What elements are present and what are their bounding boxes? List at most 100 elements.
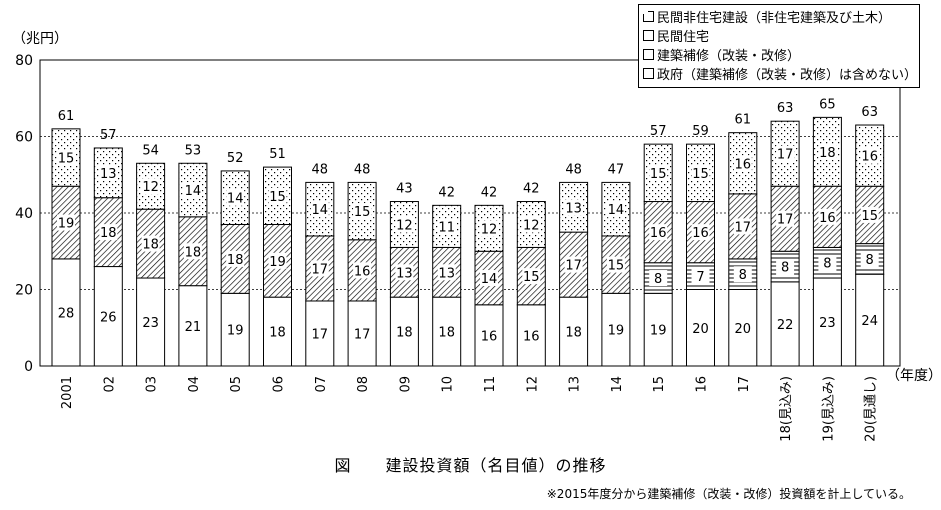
data-label-background — [437, 323, 456, 340]
data-label: 19 — [608, 324, 625, 339]
data-label-background — [268, 187, 287, 204]
data-label-background — [437, 264, 456, 281]
data-label-background — [226, 189, 245, 206]
data-label-background — [522, 216, 541, 233]
x-tick-label: 03 — [145, 376, 160, 393]
data-label: 17 — [312, 327, 329, 342]
data-label-background — [395, 264, 414, 281]
data-label: 19 — [58, 217, 75, 232]
data-label: 15 — [354, 205, 371, 220]
total-label: 57 — [100, 128, 117, 143]
x-tick-label: 16 — [695, 376, 710, 393]
data-label: 12 — [523, 218, 540, 233]
bar-segment — [516, 201, 546, 248]
bar-segment — [263, 166, 292, 225]
data-label-background — [310, 325, 329, 342]
data-label-background — [395, 216, 414, 233]
data-label-background — [564, 199, 583, 216]
x-tick-label: 08 — [356, 376, 371, 393]
data-label-background — [183, 243, 202, 260]
data-label-background — [141, 314, 160, 331]
x-tick-label: 13 — [568, 376, 583, 393]
y-tick-label: 20 — [15, 283, 33, 299]
total-label: 42 — [481, 185, 498, 200]
data-label-background — [776, 145, 795, 162]
data-label-background — [860, 250, 879, 267]
data-label: 17 — [777, 148, 794, 163]
data-label-background — [480, 327, 498, 344]
data-label: 8 — [654, 272, 662, 287]
data-label: 12 — [396, 218, 413, 233]
data-label-background — [691, 268, 710, 285]
data-label-background — [57, 214, 75, 231]
data-label: 18 — [100, 226, 117, 241]
total-label: 47 — [608, 162, 625, 177]
total-label: 51 — [269, 147, 286, 162]
data-label-background — [310, 201, 329, 218]
y-tick-label: 60 — [15, 130, 33, 146]
x-tick-label: 04 — [187, 376, 202, 393]
y-tick-label: 80 — [15, 53, 33, 69]
data-label-background — [395, 323, 414, 340]
data-label-background — [776, 258, 795, 275]
data-label-background — [564, 323, 583, 340]
x-tick-label: 02 — [102, 376, 117, 393]
data-label: 22 — [777, 318, 794, 333]
data-label-background — [733, 155, 752, 172]
legend-item-building-repair: 建築補修（改装・改修） — [639, 5, 915, 64]
legend-item-private-housing: 民間住宅 — [639, 5, 915, 45]
legend-label: 建築補修（改装・改修） — [657, 49, 801, 64]
data-label: 15 — [58, 152, 75, 167]
x-tick-label: 15 — [652, 376, 667, 393]
x-tick-label: 11 — [483, 376, 498, 393]
data-label: 21 — [185, 320, 202, 335]
data-label: 18 — [185, 245, 202, 260]
data-label-background — [691, 224, 710, 241]
data-label: 24 — [861, 314, 878, 329]
data-label-background — [141, 235, 160, 252]
data-label-background — [860, 312, 879, 329]
data-label: 18 — [819, 146, 836, 161]
data-label: 18 — [142, 238, 159, 253]
data-label-background — [606, 256, 625, 273]
data-label: 16 — [735, 157, 752, 172]
data-label-background — [480, 220, 498, 237]
data-label-background — [776, 210, 795, 227]
x-tick-label: 10 — [441, 376, 456, 393]
legend-swatch-hlines — [639, 5, 654, 60]
data-label-background — [606, 321, 625, 338]
data-label-background — [99, 308, 118, 325]
x-tick-label: 05 — [229, 376, 244, 393]
data-label: 16 — [819, 211, 836, 226]
data-label-background — [310, 260, 329, 277]
total-label: 42 — [523, 182, 540, 197]
data-label: 12 — [481, 222, 498, 237]
data-label: 20 — [735, 322, 752, 337]
total-label: 59 — [692, 124, 709, 139]
data-label-background — [860, 147, 879, 164]
data-label: 12 — [142, 180, 159, 195]
data-label: 8 — [739, 268, 747, 283]
total-label: 48 — [565, 162, 582, 177]
legend-label: 民間非住宅建設（非住宅建築及び土木） — [657, 11, 892, 26]
data-label-background — [691, 164, 710, 181]
x-axis-unit-label: （年度） — [886, 368, 941, 384]
data-label: 19 — [227, 324, 244, 339]
total-label: 54 — [142, 143, 159, 158]
data-label: 26 — [100, 310, 117, 325]
data-label: 18 — [438, 326, 455, 341]
data-label: 16 — [523, 329, 540, 344]
chart-footnote: ※2015年度分から建築補修（改装・改修）投資額を計上している。 — [546, 487, 911, 501]
data-label-background — [733, 319, 752, 336]
bar-segment — [812, 277, 842, 367]
data-label-background — [818, 143, 837, 160]
data-label: 8 — [781, 261, 789, 276]
data-label: 15 — [608, 259, 625, 274]
data-label: 18 — [269, 326, 286, 341]
data-label: 17 — [735, 220, 752, 235]
x-tick-label: 14 — [610, 376, 625, 393]
data-label-background — [522, 268, 541, 285]
data-label: 15 — [269, 190, 286, 205]
legend-swatch-white — [639, 5, 654, 79]
